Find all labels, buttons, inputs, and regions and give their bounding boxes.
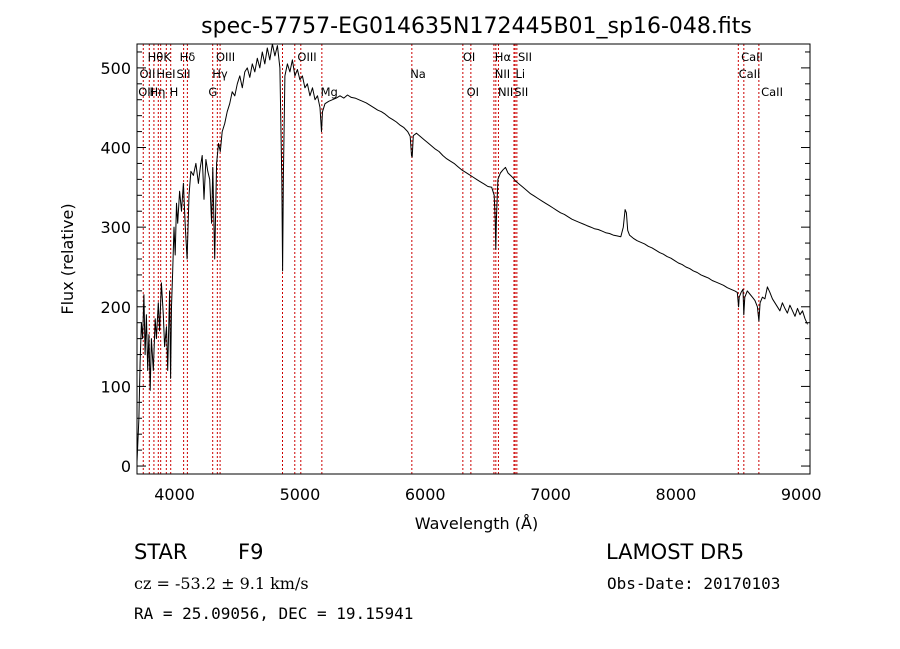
line-label: SII [514, 85, 528, 99]
x-tick-label: 7000 [530, 485, 571, 504]
y-axis-label: Flux (relative) [58, 203, 77, 314]
line-label: G [208, 85, 217, 99]
line-label: Na [410, 67, 426, 81]
line-label: CaII [761, 85, 783, 99]
line-label: CaII [739, 67, 761, 81]
survey-name: LAMOST DR5 [606, 540, 745, 564]
line-label: Li [515, 67, 525, 81]
subclass: F9 [238, 540, 264, 564]
chart-title: spec-57757-EG014635N172445B01_sp16-048.f… [201, 14, 752, 39]
line-label: HeI [156, 67, 175, 81]
y-tick-label: 100 [100, 377, 131, 396]
obs-date: Obs-Date: 20170103 [607, 574, 781, 593]
line-label: Hγ [212, 67, 228, 81]
line-label: Hδ [180, 50, 196, 64]
x-axis-label: Wavelength (Å) [415, 514, 538, 533]
line-label: CaII [741, 50, 763, 64]
line-label: K [163, 50, 171, 64]
coordinates: RA = 25.09056, DEC = 19.15941 [134, 604, 414, 623]
y-tick-label: 400 [100, 139, 131, 158]
line-label: OIII [297, 50, 316, 64]
line-label: OI [467, 85, 479, 99]
y-tick-label: 200 [100, 298, 131, 317]
line-label: NII [498, 85, 513, 99]
y-tick-label: 300 [100, 218, 131, 237]
line-label: H [170, 85, 179, 99]
line-label: Hη [150, 85, 166, 99]
line-label: Hθ [148, 50, 164, 64]
line-label: OI [463, 50, 475, 64]
y-tick-label: 500 [100, 59, 131, 78]
object-class: STAR [134, 540, 188, 564]
x-tick-label: 9000 [781, 485, 822, 504]
x-tick-label: 5000 [280, 485, 321, 504]
line-label: OII [138, 85, 154, 99]
line-label: OIII [216, 50, 235, 64]
line-label: Mg [321, 85, 338, 99]
spectrum-line [136, 43, 808, 463]
line-label: OII [140, 67, 156, 81]
line-label: Hα [495, 50, 512, 64]
line-label: SII [176, 67, 190, 81]
plot-frame [136, 43, 811, 475]
x-tick-label: 4000 [154, 485, 195, 504]
velocity-readout: cz = -53.2 ± 9.1 km/s [134, 574, 309, 593]
x-tick-label: 8000 [656, 485, 697, 504]
y-tick-label: 0 [121, 457, 131, 476]
line-label: NII [495, 67, 510, 81]
line-label: SII [518, 50, 532, 64]
x-tick-label: 6000 [405, 485, 446, 504]
